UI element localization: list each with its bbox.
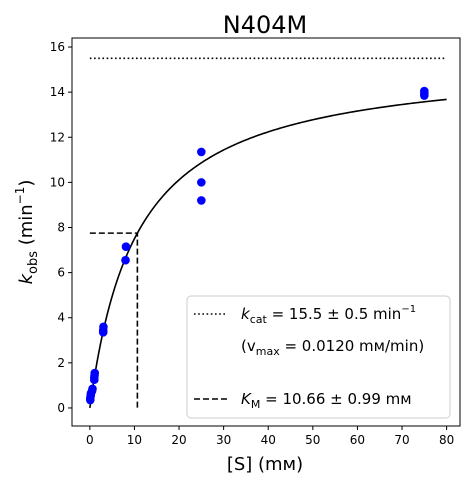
data-point-15 bbox=[197, 196, 206, 205]
x-tick-label-6: 60 bbox=[350, 433, 365, 447]
plot-area: 0 10 20 30 40 50 60 70 80 0 2 4 6 8 10 12 14 16 bbox=[50, 37, 461, 447]
legend-vmax-label: (vmax = 0.0120 mм/min) bbox=[241, 337, 424, 358]
data-point-16 bbox=[197, 178, 206, 187]
y-tick-label-4: 8 bbox=[57, 220, 65, 234]
x-tick-label-8: 80 bbox=[439, 433, 454, 447]
legend-km-text: = 10.66 ± 0.99 mм bbox=[260, 390, 411, 408]
y-tick-label-3: 6 bbox=[57, 266, 65, 280]
legend-vmax-sub: max bbox=[256, 345, 280, 358]
y-axis-label-sup: −1 bbox=[13, 187, 27, 205]
y-tick-label-6: 12 bbox=[50, 130, 65, 144]
y-tick-label-1: 2 bbox=[57, 356, 65, 370]
chart-title: N404M bbox=[223, 11, 307, 39]
legend-km-base: K bbox=[241, 390, 252, 408]
x-tick-label-7: 70 bbox=[394, 433, 409, 447]
y-axis-label: kobs (min−1) bbox=[13, 180, 41, 285]
y-axis-label-close: ) bbox=[16, 180, 37, 187]
legend-kcat-base: k bbox=[241, 305, 251, 323]
data-point-9 bbox=[90, 368, 100, 378]
legend-vmax-open: (v bbox=[241, 337, 256, 355]
y-axis-label-base: k bbox=[16, 272, 37, 284]
legend-km-label: KM = 10.66 ± 0.99 mм bbox=[241, 390, 412, 411]
legend-kcat-sub: cat bbox=[250, 313, 268, 326]
axes-frame bbox=[71, 37, 461, 427]
legend-km-sub: M bbox=[251, 398, 261, 411]
legend-kcat-text: = 15.5 ± 0.5 min bbox=[267, 305, 402, 323]
legend-vmax-tail: = 0.0120 mм/min) bbox=[280, 337, 424, 355]
y-axis-label-sub: obs bbox=[26, 251, 41, 274]
x-tick-label-2: 20 bbox=[171, 433, 186, 447]
legend-kcat-label: kcat = 15.5 ± 0.5 min−1 bbox=[241, 304, 416, 326]
x-tick-label-1: 10 bbox=[127, 433, 142, 447]
x-tick-label-4: 40 bbox=[261, 433, 276, 447]
legend: kcat = 15.5 ± 0.5 min−1 (vmax = 0.0120 m… bbox=[186, 295, 451, 419]
y-axis-label-unit: (min bbox=[16, 204, 37, 251]
data-point-12 bbox=[99, 322, 108, 332]
x-axis-label: [S] (mм) bbox=[227, 454, 303, 475]
fit-curve bbox=[89, 98, 447, 409]
data-point-17 bbox=[197, 147, 206, 157]
y-tick-label-2: 4 bbox=[57, 311, 65, 325]
legend-kcat-sup: −1 bbox=[401, 304, 416, 315]
y-tick-label-8: 16 bbox=[50, 40, 65, 54]
x-tick-label-3: 30 bbox=[216, 433, 231, 447]
x-tick-label-5: 50 bbox=[305, 433, 320, 447]
y-tick-label-5: 10 bbox=[50, 175, 65, 189]
data-point-14 bbox=[121, 242, 131, 251]
y-tick-label-7: 14 bbox=[50, 85, 65, 99]
legend-box bbox=[186, 295, 451, 419]
y-tick-label-0: 0 bbox=[57, 401, 65, 415]
data-point-20 bbox=[420, 86, 429, 96]
data-point-13 bbox=[121, 255, 130, 265]
x-tick-label-0: 0 bbox=[86, 433, 94, 447]
data-point-5 bbox=[88, 384, 97, 394]
